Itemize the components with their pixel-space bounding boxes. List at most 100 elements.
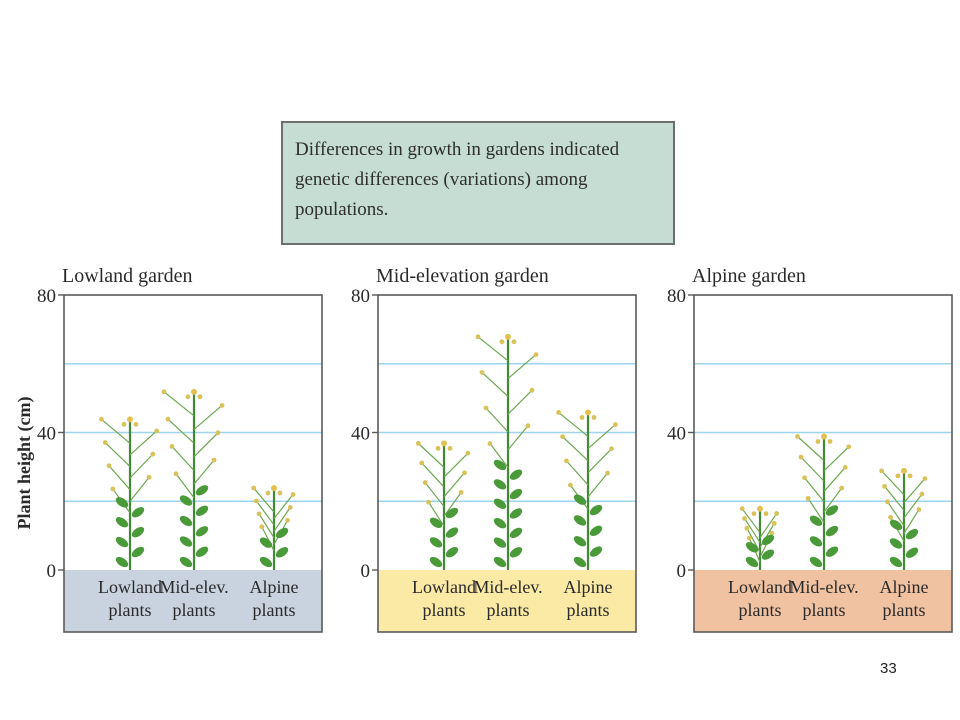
flower	[253, 498, 259, 504]
flower	[415, 440, 421, 446]
leaf	[745, 556, 759, 568]
leaf	[195, 505, 209, 516]
plant-branch	[477, 336, 509, 362]
leaf	[509, 469, 523, 480]
flower	[885, 499, 890, 505]
y-tick-label: 0	[47, 561, 57, 582]
leaf	[573, 515, 587, 526]
category-label: Lowland plants	[412, 577, 476, 620]
leaf	[195, 526, 209, 537]
leaf	[493, 556, 507, 568]
leaf	[445, 507, 459, 519]
flower	[763, 511, 769, 517]
flower	[102, 440, 108, 445]
plant-branch	[443, 472, 465, 498]
flower	[846, 444, 852, 450]
leaf	[509, 547, 523, 558]
category-label-line1: Alpine	[250, 577, 299, 597]
category-label: Mid-elev. plants	[473, 577, 542, 620]
y-tick-label: 40	[37, 424, 56, 445]
plant-branch	[193, 459, 215, 485]
plant-branch	[884, 485, 905, 511]
plant-3	[879, 467, 928, 570]
category-label-line1: Lowland	[98, 577, 162, 597]
plant-branch	[903, 509, 920, 534]
leaf	[573, 536, 587, 547]
plant-branch	[741, 508, 761, 534]
plant-branch	[507, 354, 537, 380]
leaf	[179, 536, 193, 547]
flower	[919, 491, 925, 497]
plant-branch	[101, 418, 131, 444]
category-label-line2: plants	[423, 600, 466, 620]
flower	[161, 389, 167, 395]
category-label-line2: plants	[567, 600, 610, 620]
flower	[271, 485, 277, 492]
leaf	[509, 527, 523, 539]
flower	[916, 507, 922, 512]
plant-branch	[566, 460, 589, 486]
flower	[150, 451, 156, 457]
leaf	[275, 527, 289, 539]
leaf	[131, 546, 145, 558]
leaf	[259, 556, 273, 568]
leaf	[493, 479, 507, 490]
plant-branch	[255, 500, 275, 526]
plant-1	[739, 505, 780, 570]
flower	[447, 445, 453, 451]
plant-branch	[175, 473, 195, 499]
plant-branch	[887, 501, 905, 527]
category-label: Lowland plants	[98, 577, 162, 620]
flower	[839, 485, 845, 491]
plant-branch	[823, 467, 846, 492]
leaf	[905, 547, 919, 558]
y-tick-label: 80	[667, 286, 686, 307]
plant-branch	[424, 482, 445, 507]
flower	[265, 490, 271, 496]
plant-branch	[253, 487, 275, 513]
flower	[746, 535, 752, 541]
leaf	[179, 495, 193, 506]
leaf	[131, 507, 145, 518]
leaf	[493, 518, 507, 529]
leaf	[889, 538, 903, 549]
category-label-line1: Lowland	[412, 577, 476, 597]
flower	[821, 433, 827, 440]
plant-branch	[273, 494, 294, 519]
flower	[487, 441, 493, 446]
flower	[888, 514, 893, 520]
flower	[165, 416, 171, 422]
flower	[422, 480, 428, 485]
plant-branch	[489, 443, 509, 468]
leaf	[115, 536, 129, 548]
leaf	[825, 525, 839, 537]
flower	[185, 394, 191, 400]
plant-branch	[587, 424, 616, 450]
leaf	[179, 556, 193, 568]
plant-1	[99, 416, 160, 570]
flower	[287, 504, 293, 510]
flower	[154, 428, 160, 434]
plant-branch	[129, 453, 154, 479]
flower	[567, 482, 573, 488]
plant-branch	[428, 501, 445, 527]
flower	[127, 416, 133, 423]
leaf	[509, 508, 523, 519]
plant-branch	[261, 526, 275, 552]
flower	[511, 339, 517, 345]
flower	[879, 468, 885, 474]
category-label-line1: Alpine	[564, 577, 613, 597]
leaf	[573, 556, 587, 568]
plant-2	[475, 333, 539, 570]
y-tick-label: 80	[37, 286, 56, 307]
flower	[742, 516, 747, 521]
leaf	[195, 485, 209, 496]
plant-branch	[881, 470, 905, 496]
plant-branch	[443, 452, 469, 478]
flower	[591, 415, 597, 420]
flower	[435, 445, 441, 451]
plant-branch	[193, 405, 223, 430]
